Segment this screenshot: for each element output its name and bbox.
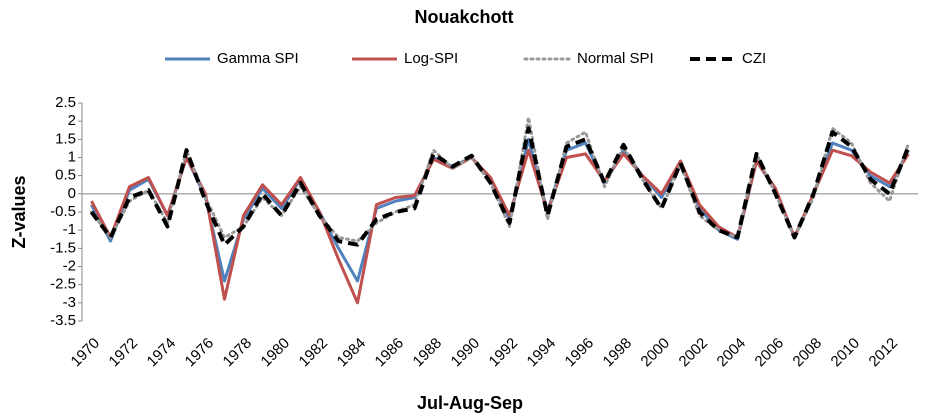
x-tick-label: 1992 xyxy=(486,335,522,371)
y-tick-label: 2 xyxy=(68,112,76,129)
legend-label: Normal SPI xyxy=(577,50,654,67)
y-tick-label: 1.5 xyxy=(55,130,76,147)
y-tick-label: -1 xyxy=(63,221,76,238)
y-tick-label: -3 xyxy=(63,294,76,311)
x-tick-label: 2012 xyxy=(866,335,902,371)
x-tick-label: 1970 xyxy=(68,335,104,371)
x-tick-label: 2004 xyxy=(714,335,750,371)
x-tick-label: 1986 xyxy=(372,335,408,371)
x-tick-label: 1974 xyxy=(144,335,180,371)
y-tick-label: -2.5 xyxy=(50,276,76,293)
series-line xyxy=(89,126,911,247)
y-tick-label: -0.5 xyxy=(50,203,76,220)
legend-label: Log-SPI xyxy=(404,50,458,67)
legend-label: Gamma SPI xyxy=(217,50,299,67)
x-tick-label: 1994 xyxy=(524,335,560,371)
x-tick-label: 1982 xyxy=(296,335,332,371)
y-tick-label: 2.5 xyxy=(55,94,76,111)
y-axis-title: Z-values xyxy=(9,175,29,248)
x-axis-title: Jul-Aug-Sep xyxy=(417,393,523,413)
x-tick-label: 2000 xyxy=(638,335,674,371)
series-line xyxy=(90,137,910,283)
x-tick-label: 1996 xyxy=(562,335,598,371)
x-tick-label: 1988 xyxy=(410,335,446,371)
x-tick-label: 1976 xyxy=(182,335,218,371)
x-tick-label: 2010 xyxy=(828,335,864,371)
x-tick-label: 1998 xyxy=(600,335,636,371)
series-line xyxy=(90,148,910,305)
x-tick-label: 2002 xyxy=(676,335,712,371)
y-tick-label: 0 xyxy=(68,185,76,202)
x-tick-label: 1978 xyxy=(220,335,256,371)
y-tick-label: -1.5 xyxy=(50,239,76,256)
y-tick-label: 0.5 xyxy=(55,167,76,184)
x-tick-label: 1972 xyxy=(106,335,142,371)
y-tick-label: -3.5 xyxy=(50,312,76,329)
chart-title: Nouakchott xyxy=(415,7,514,27)
y-tick-label: 1 xyxy=(68,148,76,165)
x-tick-label: 2006 xyxy=(752,335,788,371)
x-tick-label: 1980 xyxy=(258,335,294,371)
x-tick-label: 1990 xyxy=(448,335,484,371)
y-tick-label: -2 xyxy=(63,257,76,274)
x-tick-label: 2008 xyxy=(790,335,826,371)
x-tick-label: 1984 xyxy=(334,335,370,371)
legend-label: CZI xyxy=(742,50,766,67)
